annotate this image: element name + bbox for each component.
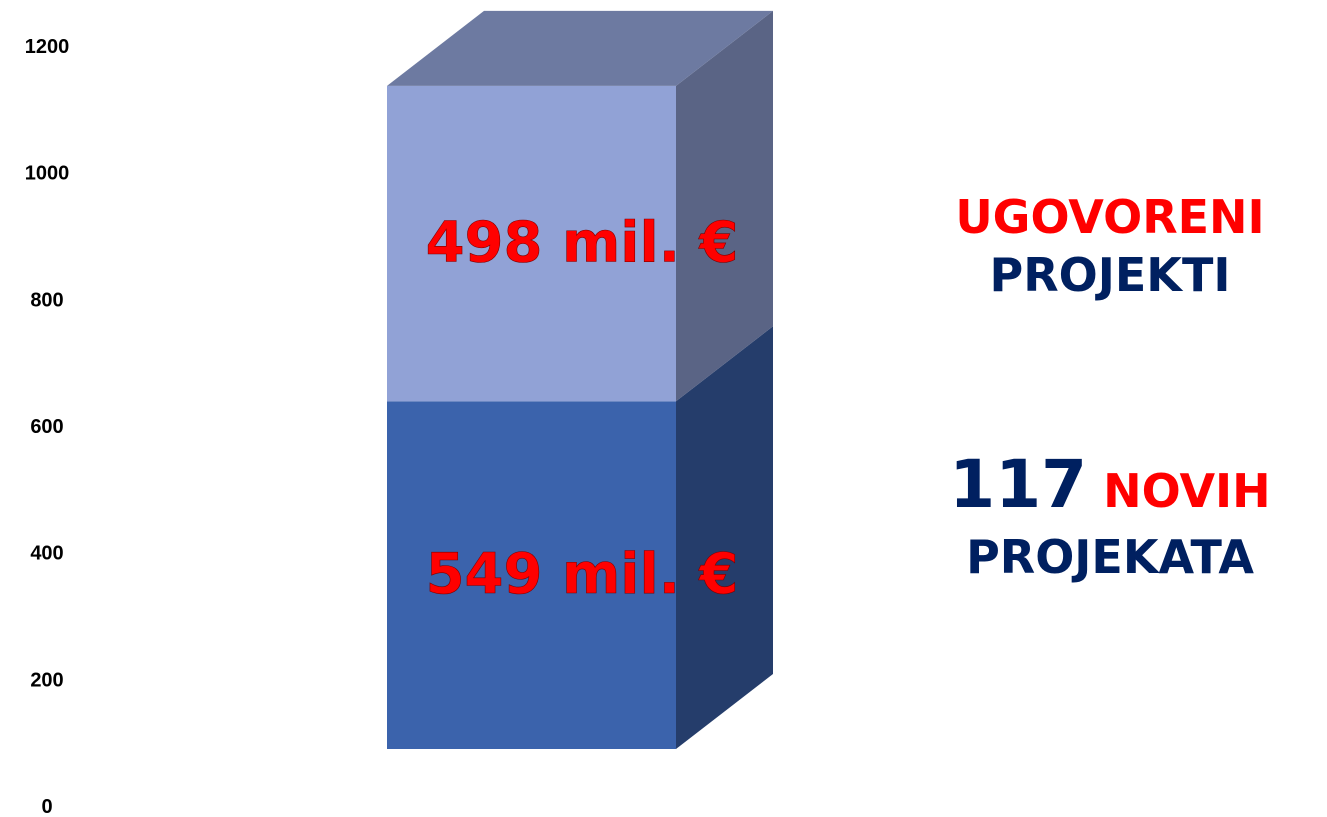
bar-segment-side — [676, 326, 773, 749]
new-projects-annotation: 117 NOVIH PROJEKATA — [900, 452, 1320, 590]
bar-data-label: 498 mil. € — [426, 211, 739, 276]
y-tick-label: 0 — [41, 796, 52, 817]
contracted-word: UGOVORENI — [955, 190, 1265, 244]
bar-segment-front — [387, 85, 676, 402]
y-tick-label: 800 — [30, 289, 63, 311]
new-word: NOVIH — [1103, 464, 1271, 518]
projects-plural-word: PROJEKATA — [966, 530, 1254, 584]
bar-group — [387, 10, 773, 749]
bar-segment-top — [387, 10, 773, 86]
projects-word: PROJEKTI — [989, 248, 1231, 302]
y-tick-label: 1200 — [25, 36, 70, 58]
y-tick-label: 1000 — [25, 163, 70, 185]
data-label-group: 549 mil. € 498 mil. € — [425, 210, 739, 607]
bar-segment-side — [676, 10, 773, 402]
contracted-projects-annotation: UGOVORENI PROJEKTI — [900, 188, 1320, 304]
y-axis: 0 200 400 600 800 1000 1200 — [25, 36, 70, 817]
y-tick-label: 600 — [30, 416, 63, 438]
new-projects-count: 117 — [949, 446, 1088, 523]
bar-segment-front — [387, 401, 676, 749]
y-tick-label: 200 — [30, 669, 63, 691]
y-tick-label: 400 — [30, 543, 63, 565]
bar-data-label: 549 mil. € — [426, 542, 739, 607]
new-projects-line: 117 NOVIH — [900, 452, 1320, 524]
